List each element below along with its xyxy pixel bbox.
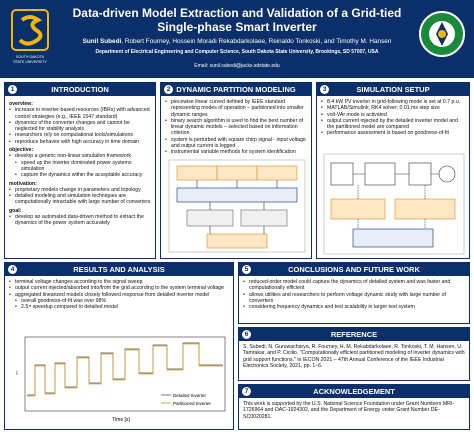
poster-title: Data-driven Model Extraction and Validat… [72,6,402,34]
results-body: terminal voltage changes according to th… [9,279,230,311]
list-item: system is perturbed with square chirp si… [165,137,308,150]
svg-text:STATE UNIVERSITY: STATE UNIVERSITY [13,60,47,64]
list-item: volt-VAr mode is activated [321,112,466,119]
list-item: dynamics of the converter changes and ca… [9,120,152,133]
panel-dynamic-partition-modeling: 2 DYNAMIC PARTITION MODELING piecewise l… [160,82,312,259]
panel-header: 5 CONCLUSIONS AND FUTURE WORK [239,263,469,276]
list-item: researchers rely on computational tools/… [9,132,152,139]
section-title: DYNAMIC PARTITION MODELING [176,85,296,94]
section-number: 5 [242,265,251,274]
conclusions-body: reduced-order model could capture the dy… [243,279,466,311]
section-title: SIMULATION SETUP [356,85,430,94]
list-item: 2.5× speedup compared to detailed model [9,304,230,311]
dpm-flowchart [168,159,306,253]
section-title: CONCLUSIONS AND FUTURE WORK [288,265,420,274]
list-item: binary search algorithm is used to find … [165,118,308,137]
section-number: 6 [242,330,251,339]
list-item: piecewise linear curved defined by IEEE … [165,99,308,118]
contact-email[interactable]: Email: sunil.subedi@jacks.sdstate.edu [194,63,280,69]
reference-citation: S. Subedi, N. Guruwacharya, R. Fourney, … [243,344,465,369]
doe-seal-logo [419,11,465,57]
introduction-body: overview: increase in inverter-based res… [9,99,152,227]
list-item: output current injected/absorbed into/fr… [9,285,230,292]
list-item: instrumental variable methods for system… [165,149,308,156]
list-item: MATLAB/Simulink; RK4 solver; 0.01 ms ste… [321,105,466,112]
poster-header: SOUTH DAKOTA STATE UNIVERSITY Data-drive… [0,0,474,78]
section-title: INTRODUCTION [51,85,109,94]
section-title: REFERENCE [330,330,378,339]
list-item: capture the dynamics within the acceptab… [9,172,152,179]
list-item: 8.4 kW PV inverter in grid-following mod… [321,99,466,106]
section-number: 2 [164,85,173,94]
panel-header: 4 RESULTS AND ANALYSIS [5,263,233,276]
panel-acknowledgement: 7 ACKNOWLEDGEMENT This work is supported… [238,384,470,430]
svg-text:SOUTH DAKOTA: SOUTH DAKOTA [16,55,45,59]
legend-detailed: Detailed Inverter [173,393,207,398]
section-title: RESULTS AND ANALYSIS [73,265,165,274]
panel-conclusions: 5 CONCLUSIONS AND FUTURE WORK reduced-or… [238,262,470,324]
panel-results: 4 RESULTS AND ANALYSIS terminal voltage … [4,262,234,430]
list-item: output current injected by the detailed … [321,118,466,131]
objective-label: objective: [9,147,34,154]
simulation-body: 8.4 kW PV inverter in grid-following mod… [321,99,466,137]
list-item: reproduce behavior with high accuracy in… [9,139,152,146]
list-item: considering frequency dynamics and test … [243,304,466,311]
section-number: 7 [242,387,251,396]
author-list: Sunil Subedi, Robert Fourney, Hossein Mo… [82,38,392,45]
panel-header: 2 DYNAMIC PARTITION MODELING [161,83,311,96]
section-title: ACKNOWLEDGEMENT [313,387,395,396]
x-axis-label: Time [s] [112,417,130,423]
list-item: aggregated linearized models closely fol… [9,292,230,299]
inverter-circuit-diagram [323,153,465,255]
motivation-label: motivation: [9,180,37,187]
list-item: speed up the inverter dominated power sy… [9,160,152,173]
list-item: terminal voltage changes according to th… [9,279,230,286]
list-item: overall goodness-of-fit was over 98% [9,298,230,305]
partitioned-series [27,343,223,397]
list-item: performance assessment is based on goodn… [321,130,466,137]
current-comparison-plot: Detailed Inverter Partitioned Inverter T… [16,336,226,423]
legend-partitioned: Partitioned Inverter [173,401,212,406]
sdsu-logo: SOUTH DAKOTA STATE UNIVERSITY [11,9,49,64]
goal-label: goal: [9,207,22,214]
panel-reference: 6 REFERENCE S. Subedi, N. Guruwacharya, … [238,327,470,381]
y-axis-label: I [16,371,17,377]
list-item: develop an automated data-driven method … [9,214,152,227]
panel-simulation-setup: 3 SIMULATION SETUP 8.4 kW PV inverter in… [316,82,470,259]
detailed-series [27,342,223,396]
section-number: 3 [320,85,329,94]
panel-header: 1 INTRODUCTION [5,83,155,96]
affiliation: Department of Electrical Engineering and… [95,49,379,55]
panel-header: 3 SIMULATION SETUP [317,83,469,96]
panel-header: 7 ACKNOWLEDGEMENT [239,385,469,398]
panel-introduction: 1 INTRODUCTION overview: increase in inv… [4,82,156,259]
list-item: allows utilities and researchers to perf… [243,292,466,305]
list-item: develop a generic non-linear simulation … [9,153,152,160]
list-item: reduced-order model could capture the dy… [243,279,466,292]
panel-header: 6 REFERENCE [239,328,469,341]
list-item: detailed modeling and simulation techniq… [9,193,152,206]
acknowledgement-text: This work is supported by the U.S. Natio… [243,401,455,420]
list-item: proprietary models change in parameters … [9,187,152,194]
overview-label: overview: [9,101,33,107]
dpm-body: piecewise linear curved defined by IEEE … [165,99,308,156]
section-number: 4 [8,265,17,274]
list-item: increase in inverter-based resources (IB… [9,107,152,120]
section-number: 1 [8,85,17,94]
